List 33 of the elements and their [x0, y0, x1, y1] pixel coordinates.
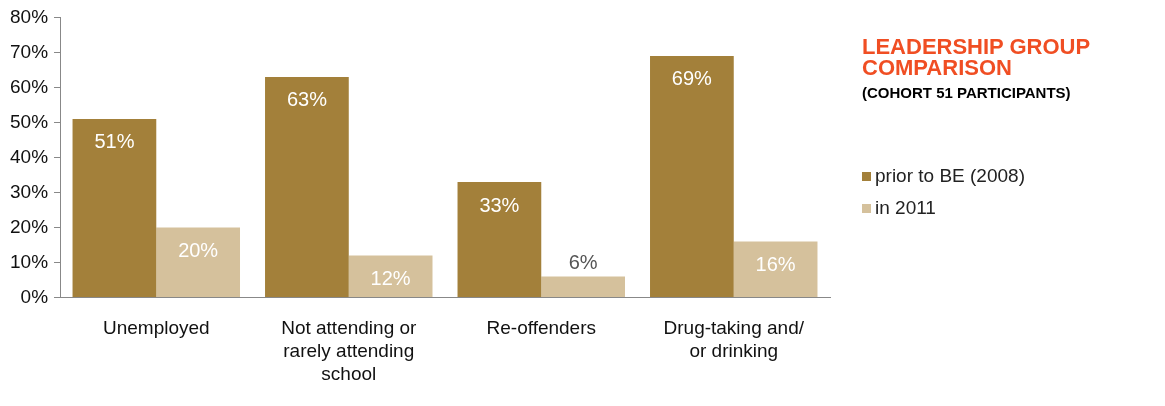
y-tick-label: 20% [10, 215, 49, 237]
y-tick-label: 80% [10, 5, 49, 27]
y-tick-label: 50% [10, 110, 49, 132]
data-label: 63% [286, 88, 328, 111]
x-tick-label: Re-offenders [486, 317, 597, 339]
bar [265, 76, 349, 298]
bar [733, 241, 818, 298]
legend-label: prior to BE (2008) [875, 165, 1025, 187]
data-label: 20% [178, 239, 219, 262]
x-tick-label: Not attending or rarely attending school [281, 317, 418, 384]
legend-label: in 2011 [875, 197, 936, 219]
y-tick-label: 40% [10, 145, 49, 167]
x-tick-label: Unemployed [102, 317, 210, 339]
bar [156, 227, 241, 298]
y-tick-label: 70% [10, 40, 49, 62]
text: (COHORT 51 PARTICIPANTS) [862, 84, 1072, 101]
bar [541, 276, 625, 298]
y-tick-label: 0% [20, 285, 49, 307]
y-tick-label: 10% [10, 250, 49, 272]
text: LEADERSHIP GROUP COMPARISON [862, 34, 1091, 80]
data-label: 12% [370, 267, 411, 290]
bar [348, 255, 433, 298]
data-label: 6% [568, 251, 598, 274]
data-label: 33% [479, 193, 520, 216]
data-label: 16% [755, 253, 796, 276]
bar [457, 182, 542, 298]
x-tick-label: Drug-taking and/or drinking [663, 317, 805, 362]
data-label: 69% [671, 67, 713, 90]
bar [72, 118, 157, 298]
bar [650, 55, 734, 298]
y-tick-label: 30% [10, 180, 49, 202]
data-label: 51% [94, 130, 135, 153]
y-tick-label: 60% [10, 75, 49, 97]
